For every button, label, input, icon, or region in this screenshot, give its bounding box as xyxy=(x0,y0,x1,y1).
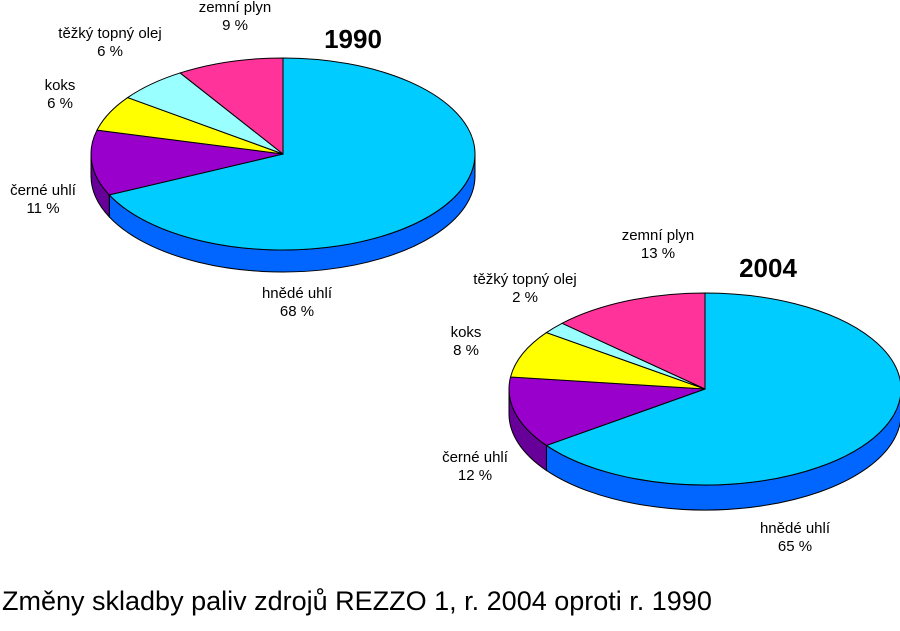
slice-hnede_uhli xyxy=(108,57,476,251)
slice-koks xyxy=(509,332,706,390)
slice-value-koks: 6 % xyxy=(47,95,73,112)
slice-value-tezky_topny_olej: 6 % xyxy=(97,43,123,60)
slice-value-hnede_uhli: 65 % xyxy=(778,538,812,555)
chart-title: 2004 xyxy=(739,253,797,283)
slice-label-hnede_uhli: hnědé uhlí xyxy=(262,285,333,302)
slice-label-zemni_plyn: zemní plyn xyxy=(199,0,272,16)
slice-value-zemni_plyn: 9 % xyxy=(222,17,248,34)
slice-value-koks: 8 % xyxy=(453,342,479,359)
chart-title: 1990 xyxy=(324,24,382,54)
slice-value-zemni_plyn: 13 % xyxy=(641,245,675,262)
slice-zemni_plyn xyxy=(179,57,284,156)
slice-value-cerne_uhli: 11 % xyxy=(26,200,59,217)
slice-label-koks: koks xyxy=(451,324,482,341)
slice-label-koks: koks xyxy=(45,77,76,94)
figure-caption: Změny skladby paliv zdrojů REZZO 1, r. 2… xyxy=(2,586,712,616)
slice-label-cerne_uhli: černé uhlí xyxy=(442,449,509,466)
slice-value-cerne_uhli: 12 % xyxy=(458,467,492,484)
slice-value-hnede_uhli: 68 % xyxy=(280,303,314,320)
slice-hnede_uhli xyxy=(545,292,900,486)
slice-value-tezky_topny_olej: 2 % xyxy=(512,289,538,306)
slice-label-tezky_topny_olej: těžký topný olej xyxy=(58,25,161,42)
slice-label-zemni_plyn: zemní plyn xyxy=(622,227,695,244)
slice-label-cerne_uhli: černé uhlí xyxy=(10,182,77,199)
slice-cerne_uhli xyxy=(508,376,706,446)
slice-cerne_uhli xyxy=(90,129,284,196)
slice-zemni_plyn xyxy=(560,292,706,390)
slice-label-tezky_topny_olej: těžký topný olej xyxy=(473,271,576,288)
slice-label-hnede_uhli: hnědé uhlí xyxy=(760,520,831,537)
